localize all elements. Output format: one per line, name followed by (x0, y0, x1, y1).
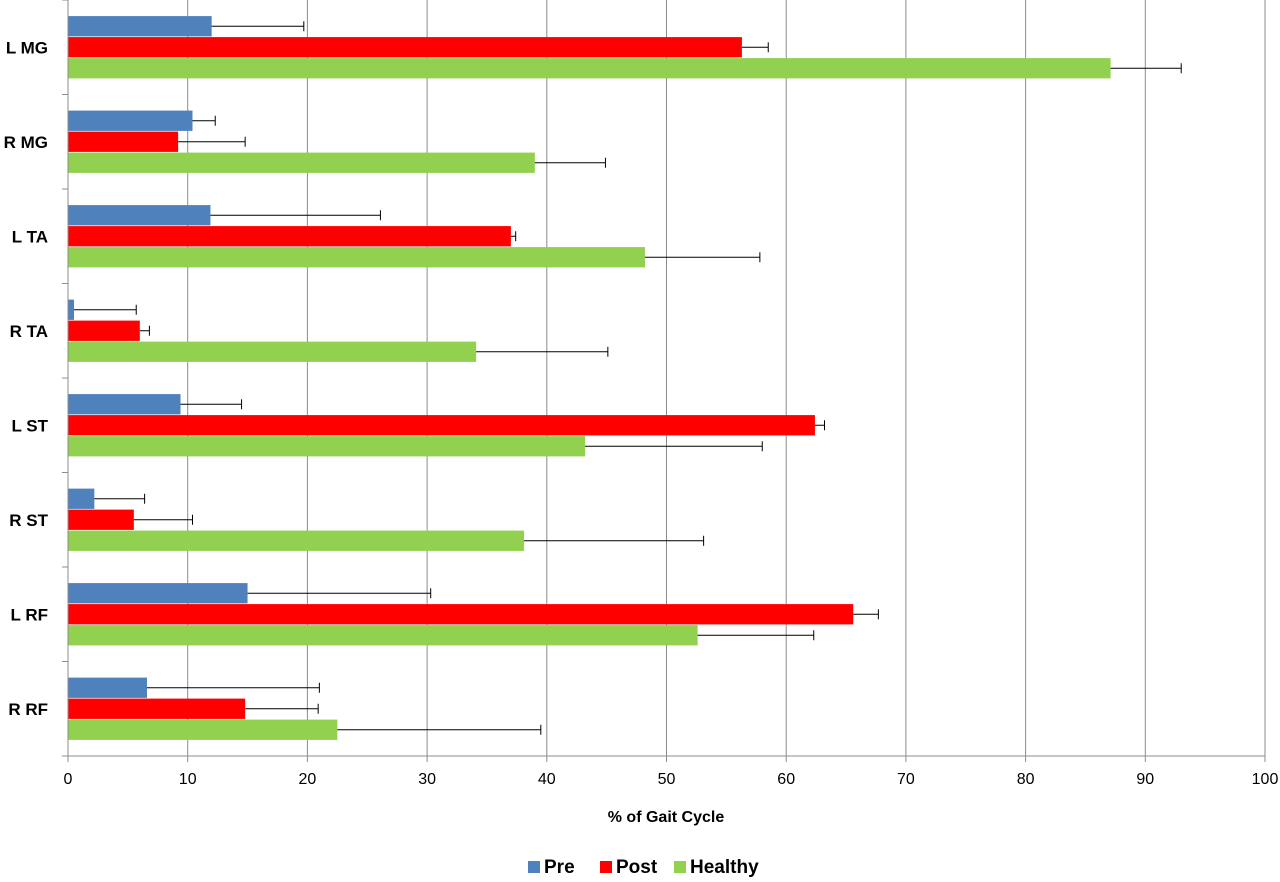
bar-post (68, 226, 511, 247)
bar-healthy (68, 530, 525, 551)
bar-healthy (68, 58, 1111, 79)
bar-pre (68, 583, 248, 604)
bar-healthy (68, 247, 645, 268)
bar-pre (68, 677, 148, 698)
bar-pre (68, 16, 212, 37)
x-tick-label: 50 (658, 771, 676, 788)
bar-pre (68, 205, 211, 226)
category-label: R MG (4, 133, 48, 152)
bar-healthy (68, 436, 586, 457)
tick-labels: 0 10 20 30 40 50 60 70 80 90 100 (64, 771, 1279, 788)
x-tick-label: 90 (1136, 771, 1154, 788)
x-tick-label: 30 (418, 771, 436, 788)
x-tick-label: 100 (1252, 771, 1279, 788)
axes (62, 0, 1266, 762)
bar-post (68, 131, 179, 152)
bar-post (68, 698, 246, 719)
bar-post (68, 415, 815, 436)
category-label: L RF (11, 605, 48, 624)
bar-pre (68, 299, 74, 320)
category-label: R ST (9, 511, 48, 530)
category-label: L ST (11, 416, 48, 435)
legend-label-healthy: Healthy (690, 857, 759, 878)
category-label: R RF (8, 700, 48, 719)
gridlines (187, 0, 1266, 756)
legend-label-post: Post (616, 857, 658, 878)
bars (68, 16, 1111, 740)
legend-swatch-healthy (674, 861, 686, 873)
bar-healthy (68, 152, 535, 173)
legend: Pre Post Healthy (528, 857, 759, 878)
error-bars (73, 21, 1182, 735)
bar-post (68, 604, 854, 625)
category-label: L TA (12, 227, 48, 246)
bar-healthy (68, 719, 338, 740)
legend-swatch-pre (528, 861, 540, 873)
bar-pre (68, 488, 95, 509)
x-tick-label: 0 (64, 771, 73, 788)
bar-post (68, 37, 742, 58)
x-tick-label: 20 (299, 771, 317, 788)
legend-label-pre: Pre (544, 857, 575, 878)
x-tick-label: 60 (777, 771, 795, 788)
legend-swatch-post (600, 861, 612, 873)
bar-post (68, 509, 134, 530)
bar-pre (68, 110, 193, 131)
bar-healthy (68, 625, 698, 646)
x-tick-label: 70 (897, 771, 915, 788)
x-tick-label: 80 (1017, 771, 1035, 788)
category-label: L MG (6, 38, 48, 57)
x-tick-label: 40 (538, 771, 556, 788)
x-tick-label: 10 (179, 771, 197, 788)
category-label: R TA (10, 322, 48, 341)
category-labels: L MG R MG L TA R TA L ST R ST L RF R RF (4, 38, 49, 719)
bar-healthy (68, 341, 477, 362)
x-axis-title: % of Gait Cycle (608, 809, 725, 826)
bar-post (68, 320, 140, 341)
bar-pre (68, 394, 181, 415)
